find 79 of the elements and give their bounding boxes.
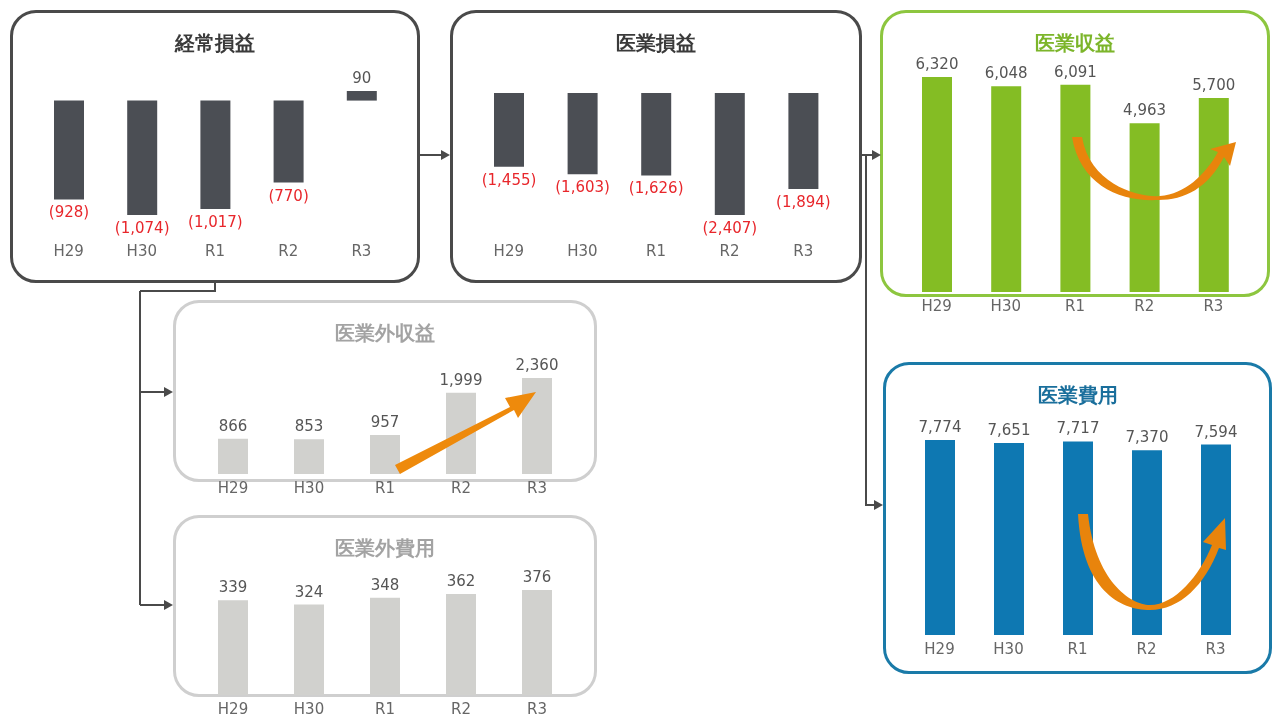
- x-tick-label: R2: [1134, 296, 1155, 315]
- x-tick-label: R3: [1205, 639, 1226, 658]
- data-label: (1,626): [628, 179, 684, 198]
- bar: [218, 438, 248, 474]
- bar: [991, 86, 1022, 292]
- x-tick-label: H30: [126, 241, 157, 260]
- data-label: 1,999: [439, 370, 483, 389]
- data-label: 90: [352, 69, 372, 87]
- bar: [1129, 123, 1160, 292]
- x-tick-label: R1: [205, 241, 225, 260]
- data-label: 6,320: [915, 55, 959, 73]
- x-tick-label: R3: [527, 699, 547, 718]
- x-tick-label: H29: [493, 241, 524, 260]
- x-tick-label: R3: [793, 241, 814, 260]
- x-tick-label: R1: [1065, 296, 1085, 315]
- data-label: 4,963: [1123, 101, 1167, 120]
- chart-title: 医業収益: [1035, 31, 1115, 55]
- chart-title: 経常損益: [173, 30, 256, 57]
- bar: [925, 440, 955, 635]
- data-label: 866: [218, 416, 248, 435]
- data-label: 339: [218, 578, 248, 597]
- data-label: 5,700: [1192, 76, 1236, 95]
- x-tick-label: R2: [719, 241, 740, 260]
- chart-title: 医業外収益: [334, 320, 436, 347]
- data-label: 7,774: [918, 418, 962, 436]
- x-tick-label: R2: [278, 241, 299, 260]
- x-tick-label: H29: [217, 478, 249, 497]
- chart-title: 医業損益: [615, 30, 697, 57]
- x-tick-label: R1: [646, 241, 666, 260]
- x-tick-label: H30: [990, 296, 1021, 315]
- x-tick-label: H30: [293, 699, 325, 718]
- x-tick-label: R2: [451, 699, 471, 718]
- x-tick-label: H29: [924, 639, 955, 658]
- bar: [522, 378, 552, 474]
- data-label: 6,048: [984, 64, 1028, 83]
- bar: [1198, 98, 1229, 292]
- bar: [294, 439, 324, 474]
- data-label: (1,455): [481, 170, 537, 189]
- data-label: 957: [370, 413, 400, 432]
- data-label: (928): [48, 203, 90, 222]
- data-label: 6,091: [1053, 62, 1097, 81]
- x-tick-label: R3: [527, 478, 547, 497]
- x-tick-label: H29: [53, 241, 84, 260]
- data-label: (1,074): [114, 219, 170, 237]
- data-label: (1,017): [188, 212, 243, 231]
- bar: [1132, 450, 1162, 635]
- bar: [370, 435, 400, 474]
- x-tick-label: R1: [375, 699, 395, 718]
- x-tick-label: R1: [375, 478, 395, 497]
- data-label: (770): [268, 186, 309, 205]
- data-label: 7,717: [1056, 419, 1100, 438]
- bar: [1063, 441, 1093, 635]
- data-label: 376: [522, 568, 552, 586]
- data-label: (2,407): [702, 219, 758, 237]
- data-label: (1,603): [555, 178, 610, 197]
- data-label: 7,594: [1194, 422, 1238, 441]
- x-tick-label: H29: [217, 699, 249, 718]
- data-label: 324: [294, 582, 324, 601]
- x-tick-label: H30: [993, 639, 1024, 658]
- bar: [1060, 84, 1091, 292]
- chart-title: 医業外費用: [334, 535, 436, 562]
- x-tick-label: R2: [451, 478, 471, 497]
- data-label: 348: [370, 575, 400, 594]
- x-tick-label: H30: [293, 478, 325, 497]
- x-tick-label: R3: [1203, 296, 1224, 315]
- data-label: 7,651: [987, 421, 1031, 440]
- data-label: 7,370: [1125, 428, 1169, 447]
- bar: [994, 443, 1024, 635]
- data-label: 362: [446, 571, 476, 590]
- data-label: 853: [294, 417, 324, 436]
- x-tick-label: H29: [921, 296, 952, 315]
- data-label: (1,894): [776, 193, 831, 211]
- chart-title: 医業費用: [1036, 382, 1119, 409]
- x-tick-label: R2: [1136, 639, 1157, 658]
- bar: [922, 77, 952, 292]
- x-tick-label: H30: [567, 241, 598, 260]
- x-tick-label: R1: [1067, 639, 1088, 658]
- x-tick-label: R3: [351, 241, 372, 260]
- data-label: 2,360: [515, 356, 559, 374]
